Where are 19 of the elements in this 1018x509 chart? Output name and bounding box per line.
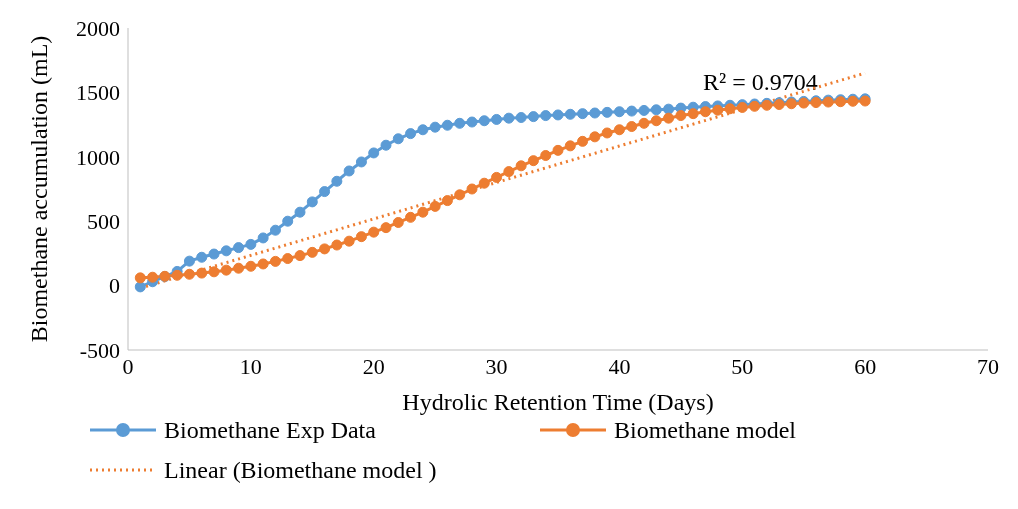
y-tick-label: 0	[109, 273, 120, 299]
x-tick-label: 70	[977, 353, 999, 379]
x-tick-label: 60	[854, 353, 877, 379]
legend-label: Biomethane Exp Data	[164, 416, 376, 444]
y-tick-label: 2000	[76, 15, 120, 41]
y-tick-label: -500	[79, 337, 120, 363]
y-tick-label: 1500	[76, 80, 120, 106]
x-tick-label: 20	[362, 353, 385, 379]
y-tick-label: 500	[87, 209, 120, 235]
x-tick-label: 10	[239, 353, 262, 379]
x-axis-title: Hydrolic Retention Time (Days)	[402, 389, 714, 415]
x-tick-label: 40	[608, 353, 631, 379]
x-tick-label: 30	[485, 353, 508, 379]
annotation: R² = 0.9704	[703, 69, 818, 95]
y-tick-label: 1000	[76, 144, 120, 170]
y-axis-title: Biomethane accumulation (mL)	[25, 35, 52, 343]
legend-label: Linear (Biomethane model )	[164, 456, 437, 484]
legend-label: Biomethane model	[614, 416, 796, 444]
x-tick-label: 50	[731, 353, 754, 379]
